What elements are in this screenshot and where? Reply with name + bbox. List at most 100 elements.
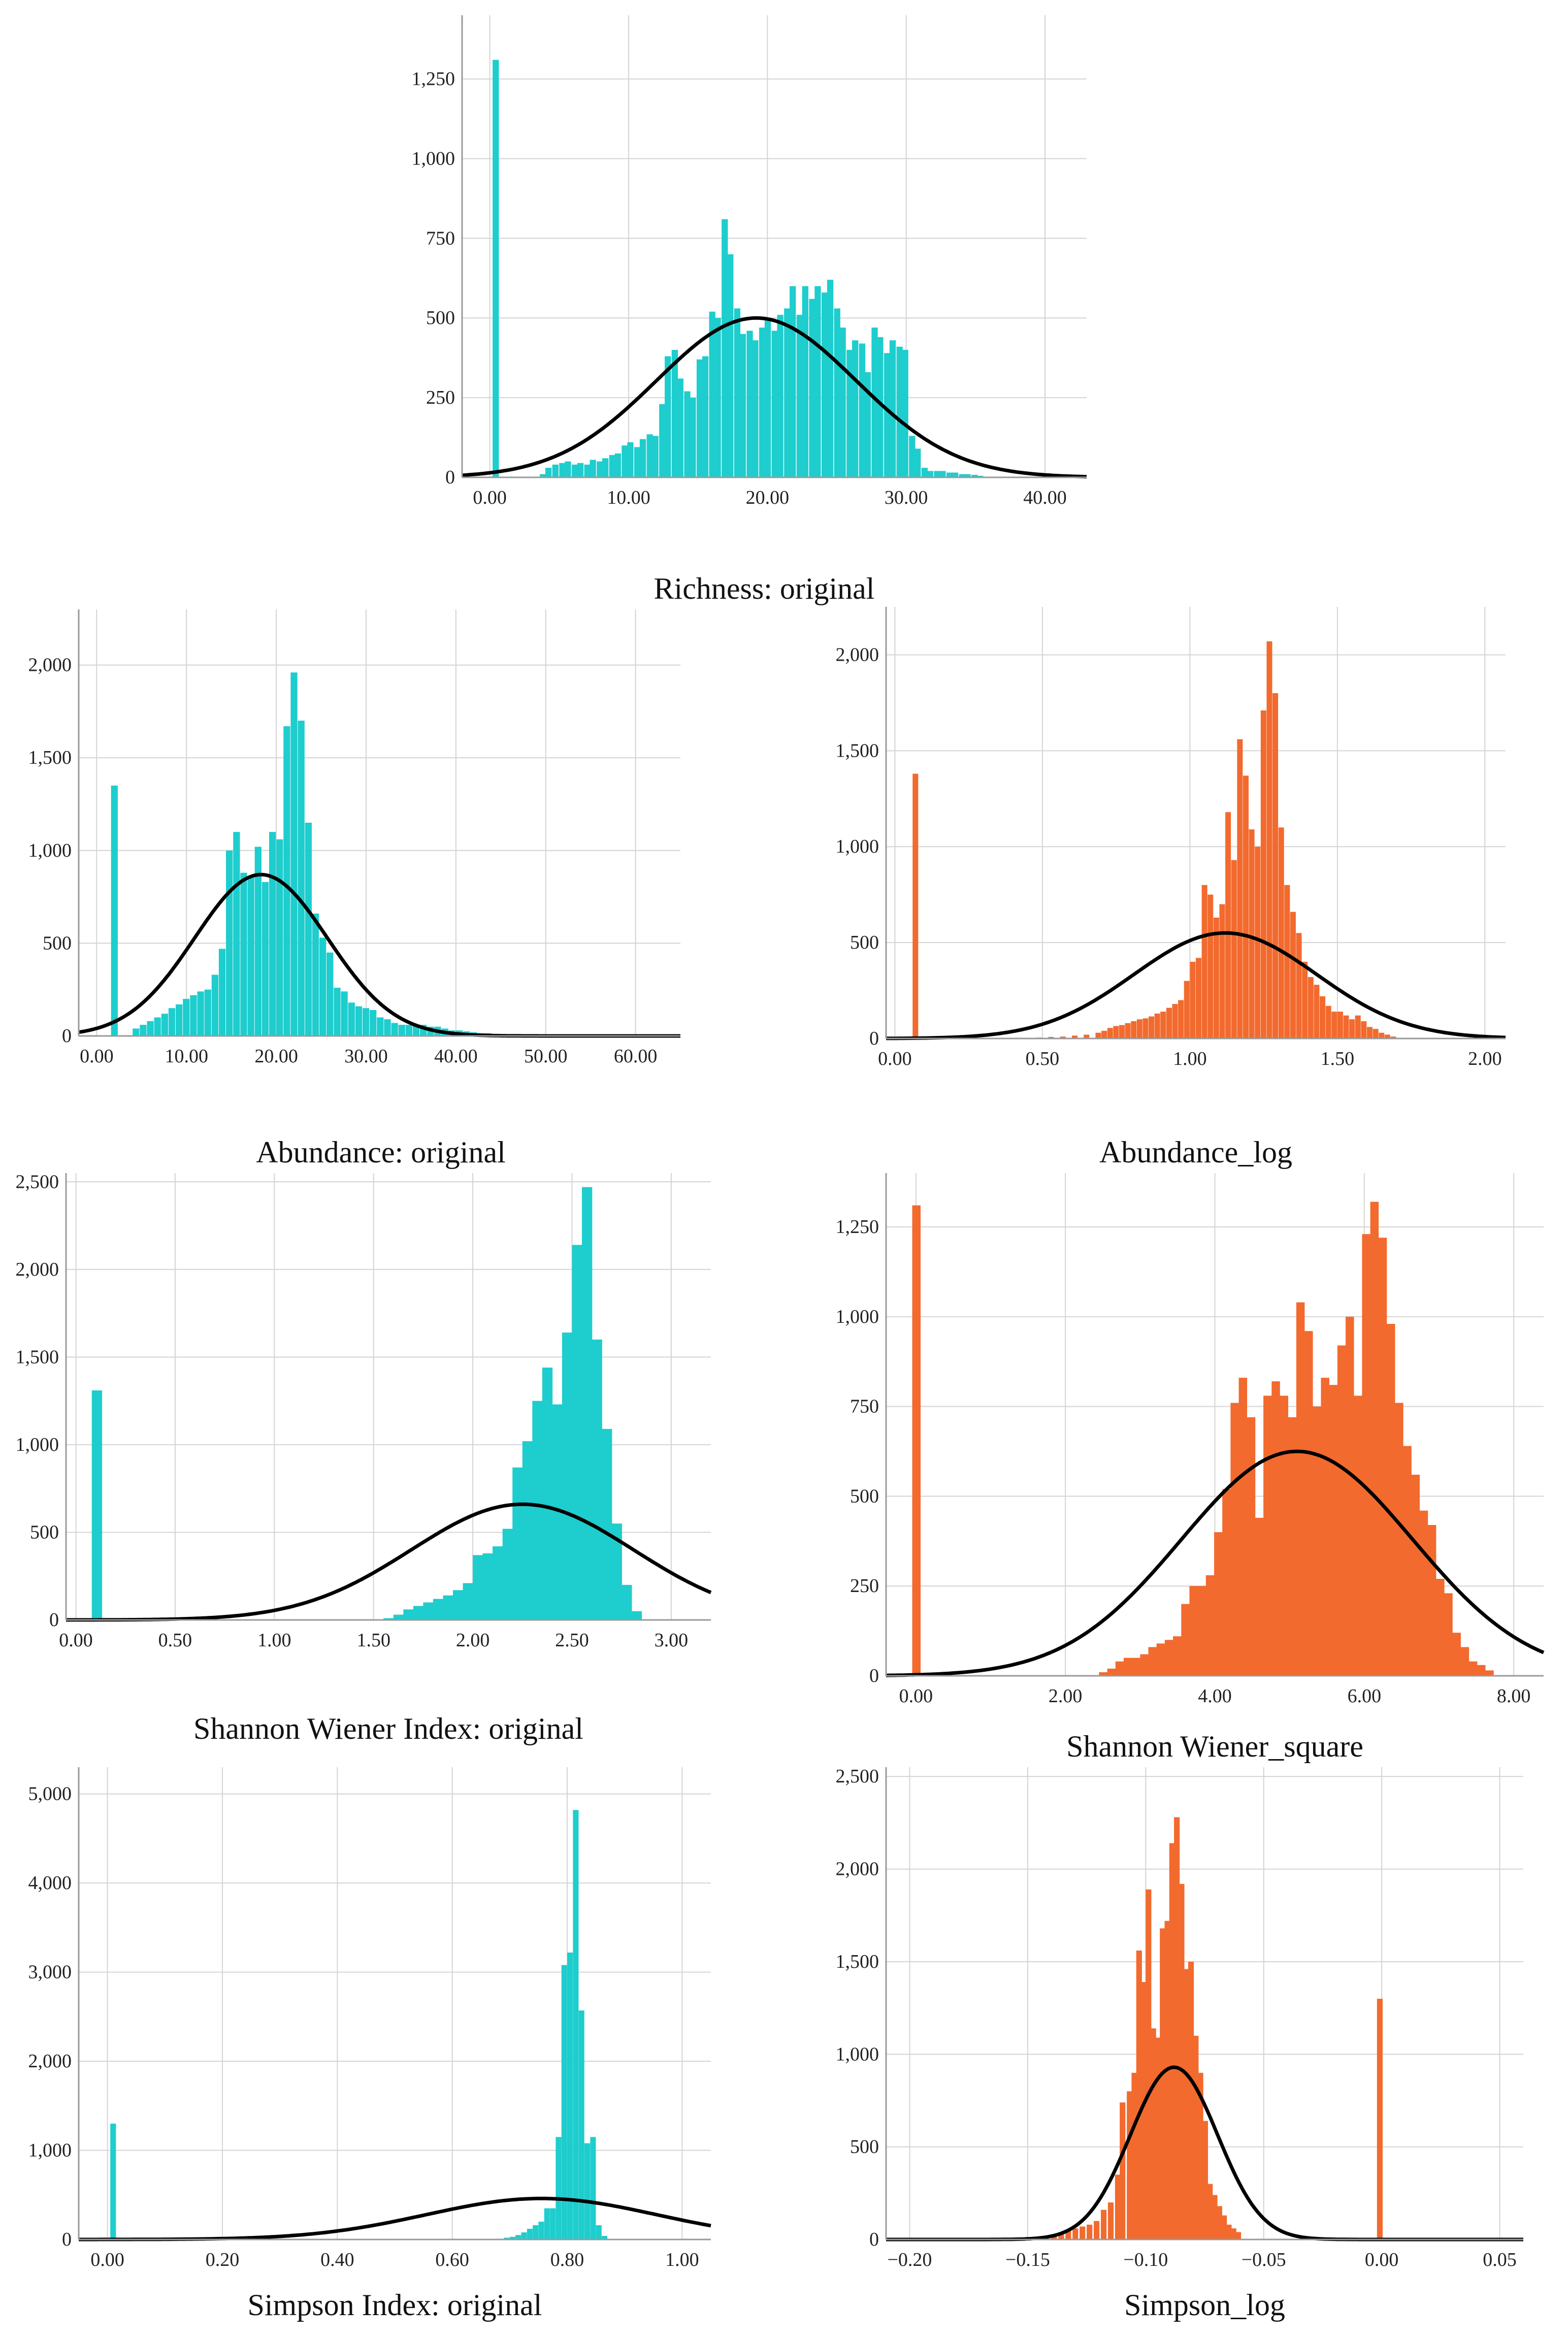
- x-tick-label: 20.00: [254, 1046, 298, 1067]
- histogram-bar: [846, 349, 853, 477]
- histogram-bar: [133, 1028, 140, 1036]
- chart-title-shannon-wiener-original: Shannon Wiener Index: original: [193, 1712, 583, 1745]
- histogram-bar: [1099, 1672, 1107, 1676]
- histogram-bar: [1202, 2121, 1208, 2239]
- histogram-bar: [254, 847, 262, 1036]
- histogram-bar: [355, 1006, 363, 1036]
- histogram-bar: [1386, 1324, 1395, 1676]
- histogram-bar: [521, 2232, 527, 2239]
- histogram-bar: [934, 471, 940, 477]
- histogram-bar: [1160, 1928, 1166, 2239]
- histogram-bar: [1216, 2206, 1222, 2239]
- histogram-bar: [348, 1002, 355, 1036]
- y-tick-label: 500: [30, 1521, 59, 1543]
- histogram-bar: [1247, 1417, 1256, 1676]
- histogram-bar: [398, 1025, 405, 1036]
- histogram-bar: [1107, 1028, 1113, 1038]
- histogram-bar: [1201, 885, 1207, 1038]
- y-tick-label: 2,000: [28, 2051, 72, 2072]
- histogram-bar: [1094, 2221, 1100, 2239]
- histogram-bar: [290, 672, 298, 1036]
- histogram-bar: [1048, 1036, 1054, 1038]
- x-tick-label: −0.05: [1242, 2249, 1286, 2270]
- histogram-bar: [1120, 2102, 1126, 2239]
- histogram-bar: [852, 340, 859, 477]
- histogram-bar: [110, 2123, 116, 2239]
- histogram-bar: [561, 1965, 567, 2239]
- x-tick-label: 50.00: [524, 1046, 568, 1067]
- histogram-bar: [1060, 1036, 1066, 1038]
- y-tick-label: 0: [869, 1665, 879, 1686]
- histogram-bar: [609, 455, 616, 477]
- histogram-bar: [312, 913, 319, 1036]
- histogram-bar: [1214, 1532, 1223, 1676]
- histogram-bar: [821, 293, 828, 477]
- histogram-bar: [964, 474, 971, 477]
- histogram-bar: [383, 1618, 394, 1620]
- histogram-bar: [596, 2225, 602, 2239]
- x-tick-label: 1.00: [1173, 1048, 1207, 1069]
- x-tick-label: 0.20: [206, 2249, 240, 2270]
- histogram-bar: [614, 453, 621, 477]
- y-tick-label: 1,000: [836, 2043, 879, 2065]
- histogram-bar: [1164, 1640, 1173, 1676]
- histogram-bar: [1230, 2228, 1236, 2239]
- x-tick-label: 30.00: [344, 1046, 388, 1067]
- x-tick-label: 0.80: [550, 2249, 584, 2270]
- chart-abundance-original: 0 500 1,000 1,500 2,000 0.00 10.00 20.00 30.00 40…: [28, 609, 680, 1067]
- histogram-bar: [602, 458, 609, 477]
- y-tick-label: 500: [43, 932, 72, 954]
- normal-curve: [462, 316, 1087, 479]
- chart-richness-original: 0 250 500 750 1,000 1,250 0.00 10.00 20.00 30.00 4…: [412, 15, 1087, 508]
- histogram-bar: [1302, 961, 1308, 1038]
- histogram-bar: [671, 349, 678, 477]
- histogram-bar: [1362, 1234, 1370, 1676]
- histogram-bar: [1197, 2072, 1203, 2239]
- histogram-bar: [423, 1602, 434, 1620]
- histogram-bar: [1290, 912, 1296, 1038]
- histogram-bar: [1142, 1018, 1149, 1038]
- histogram-bar: [1197, 1586, 1206, 1676]
- histogram-bar: [502, 1529, 513, 1620]
- y-tick-label: 500: [850, 2136, 879, 2158]
- y-tick-label: 1,000: [28, 2140, 72, 2161]
- y-tick-label: 250: [850, 1575, 879, 1597]
- histogram-bar: [533, 2225, 539, 2239]
- histogram-bar: [1384, 1034, 1390, 1038]
- x-tick-label: 1.50: [356, 1630, 390, 1651]
- histogram-bar: [871, 328, 878, 477]
- histogram-bar: [601, 2235, 608, 2239]
- histogram-bar: [1260, 710, 1266, 1038]
- histogram-bar: [1314, 985, 1320, 1038]
- y-tick-label: 1,000: [16, 1434, 59, 1455]
- histogram-bar: [1190, 961, 1196, 1038]
- x-tick-label: 0.00: [878, 1048, 912, 1069]
- histogram-bar: [1296, 1302, 1305, 1676]
- histogram-bar: [592, 1339, 602, 1620]
- histogram-bar: [582, 1187, 593, 1620]
- histogram-bar: [1207, 2184, 1213, 2239]
- histogram-bar: [959, 474, 965, 477]
- histogram-bar: [859, 343, 866, 477]
- histogram-bar: [276, 839, 283, 1036]
- histogram-bar: [226, 850, 233, 1036]
- histogram-bar: [463, 1583, 473, 1620]
- histogram-bar: [864, 372, 871, 477]
- histogram-bar: [1377, 1998, 1383, 2239]
- histogram-bar: [771, 331, 778, 477]
- histogram-bar: [764, 318, 771, 477]
- x-tick-label: 2.00: [1468, 1048, 1502, 1069]
- histogram-bar: [1131, 2072, 1137, 2239]
- x-tick-label: 6.00: [1348, 1685, 1382, 1707]
- histogram-bar: [1411, 1475, 1420, 1676]
- y-tick-label: 4,000: [28, 1872, 72, 1894]
- y-tick-label: 500: [426, 307, 455, 329]
- x-tick-label: 0.05: [1483, 2249, 1517, 2270]
- histogram-bar: [759, 328, 766, 477]
- histogram-bar: [1231, 860, 1237, 1038]
- histogram-bar: [1452, 1633, 1461, 1676]
- histogram-bar: [509, 2236, 515, 2239]
- histogram-bar: [590, 2137, 596, 2239]
- histogram-bar: [1485, 1670, 1494, 1676]
- histogram-bar: [1219, 904, 1225, 1038]
